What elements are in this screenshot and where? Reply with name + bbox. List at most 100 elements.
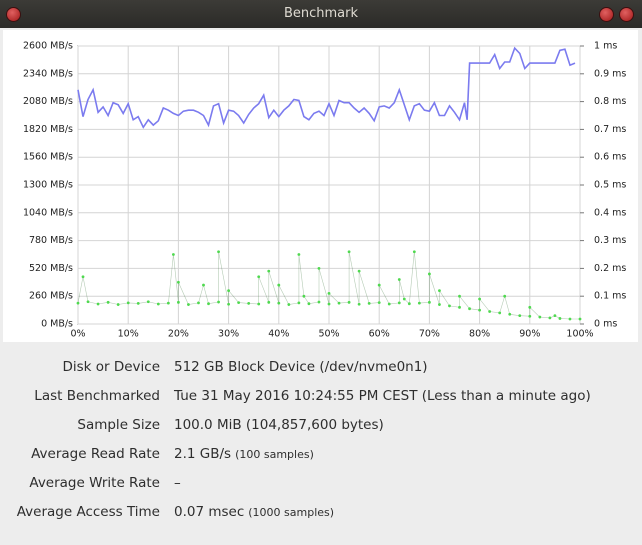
close-window-button[interactable] bbox=[619, 7, 634, 22]
access-time-point bbox=[377, 283, 381, 287]
access-time-point bbox=[478, 308, 481, 312]
access-time-point bbox=[116, 303, 120, 306]
access-time-point bbox=[177, 280, 180, 284]
access-time-point bbox=[317, 267, 321, 270]
access-time-point bbox=[76, 301, 80, 305]
access-time-point bbox=[468, 307, 471, 311]
y-tick-label: 1820 MB/s bbox=[23, 124, 73, 135]
y-tick-label: 1040 MB/s bbox=[23, 207, 73, 218]
detail-row: Average Write Rate – bbox=[0, 468, 642, 497]
access-time-point bbox=[302, 294, 306, 298]
y2-tick-label: 1 ms bbox=[594, 41, 617, 52]
access-time-point bbox=[227, 289, 231, 293]
access-time-point bbox=[277, 283, 281, 287]
access-time-point bbox=[237, 301, 241, 304]
access-time-point bbox=[428, 272, 431, 276]
access-time-point bbox=[217, 250, 220, 254]
access-time-point bbox=[568, 317, 572, 321]
access-time-point bbox=[297, 301, 301, 305]
detail-note: (1000 samples) bbox=[248, 505, 335, 519]
x-tick-label: 10% bbox=[118, 329, 139, 340]
detail-label: Sample Size bbox=[77, 416, 160, 433]
access-time-point bbox=[553, 314, 557, 318]
access-time-point bbox=[146, 300, 150, 304]
access-time-point bbox=[202, 283, 205, 287]
access-time-point bbox=[548, 316, 552, 320]
access-time-point bbox=[267, 300, 271, 304]
access-time-point bbox=[297, 253, 301, 256]
access-time-point bbox=[488, 310, 492, 313]
access-time-point bbox=[317, 300, 321, 304]
y2-tick-label: 0.3 ms bbox=[594, 235, 626, 246]
y-tick-label: 0 MB/s bbox=[41, 319, 73, 330]
access-time-point bbox=[503, 294, 507, 298]
access-time-point bbox=[377, 301, 381, 304]
detail-row: Disk or Device 512 GB Block Device (/dev/… bbox=[0, 352, 642, 381]
access-time-point bbox=[187, 303, 190, 306]
y-tick-label: 260 MB/s bbox=[29, 291, 73, 302]
y-tick-label: 1560 MB/s bbox=[23, 152, 73, 163]
x-tick-label: 60% bbox=[369, 329, 390, 340]
read-rate-line bbox=[77, 46, 576, 129]
access-time-point bbox=[458, 294, 461, 298]
access-time-point bbox=[387, 302, 391, 306]
x-tick-label: 50% bbox=[318, 329, 339, 340]
detail-value-group: Tue 31 May 2016 10:24:55 PM CEST (Less t… bbox=[174, 388, 591, 404]
access-time-point bbox=[438, 289, 441, 293]
detail-value-group: 100.0 MiB (104,857,600 bytes) bbox=[174, 417, 384, 433]
access-time-point bbox=[81, 275, 85, 279]
access-time-point bbox=[538, 315, 542, 319]
y-tick-label: 2080 MB/s bbox=[23, 96, 73, 107]
title-bar: Benchmark bbox=[0, 0, 642, 28]
access-time-point bbox=[217, 300, 220, 304]
access-time-point bbox=[397, 301, 401, 305]
access-time-point bbox=[96, 302, 100, 306]
access-time-point bbox=[171, 253, 175, 256]
access-time-point bbox=[126, 301, 130, 305]
detail-row: Average Read Rate 2.1 GB/s (100 samples) bbox=[0, 439, 642, 468]
access-time-point bbox=[337, 301, 341, 305]
y2-tick-label: 0.6 ms bbox=[594, 152, 626, 163]
access-time-point bbox=[357, 302, 361, 306]
access-time-point bbox=[136, 302, 140, 305]
access-time-point bbox=[357, 269, 361, 273]
access-time-point bbox=[407, 302, 411, 306]
detail-label: Average Read Rate bbox=[31, 445, 160, 462]
access-time-point bbox=[227, 302, 231, 306]
x-tick-label: 30% bbox=[218, 329, 239, 340]
access-time-point bbox=[156, 302, 160, 306]
y-tick-label: 2340 MB/s bbox=[23, 68, 73, 79]
y2-tick-label: 0.1 ms bbox=[594, 291, 626, 302]
access-time-point bbox=[448, 304, 451, 308]
detail-label: Average Write Rate bbox=[29, 474, 160, 491]
access-time-point bbox=[458, 305, 461, 309]
access-time-point bbox=[277, 301, 281, 305]
access-time-point bbox=[518, 314, 522, 318]
detail-label: Average Access Time bbox=[16, 503, 160, 520]
details: Disk or Device 512 GB Block Device (/dev/… bbox=[0, 352, 642, 526]
detail-value: Tue 31 May 2016 10:24:55 PM CEST (Less t… bbox=[174, 387, 591, 404]
access-time-point bbox=[207, 302, 210, 306]
detail-row: Sample Size 100.0 MiB (104,857,600 bytes) bbox=[0, 410, 642, 439]
access-time-point bbox=[397, 278, 401, 281]
detail-value-group: – bbox=[174, 475, 181, 491]
access-time-point bbox=[367, 302, 371, 305]
y2-tick-label: 0.2 ms bbox=[594, 263, 626, 274]
x-tick-label: 80% bbox=[469, 329, 490, 340]
access-time-point bbox=[166, 301, 170, 305]
access-time-point bbox=[197, 301, 200, 305]
y2-tick-label: 0.7 ms bbox=[594, 124, 626, 135]
access-time-point bbox=[578, 317, 582, 321]
detail-label: Disk or Device bbox=[62, 358, 160, 375]
minimize-button[interactable] bbox=[599, 7, 614, 22]
access-time-point bbox=[307, 302, 311, 306]
access-time-point bbox=[247, 302, 251, 305]
access-time-point bbox=[558, 317, 562, 320]
access-time-point bbox=[438, 303, 441, 306]
y-tick-label: 2600 MB/s bbox=[23, 41, 73, 52]
close-button[interactable] bbox=[6, 7, 21, 22]
access-time-point bbox=[528, 314, 532, 318]
detail-value-group: 0.07 msec (1000 samples) bbox=[174, 504, 334, 520]
